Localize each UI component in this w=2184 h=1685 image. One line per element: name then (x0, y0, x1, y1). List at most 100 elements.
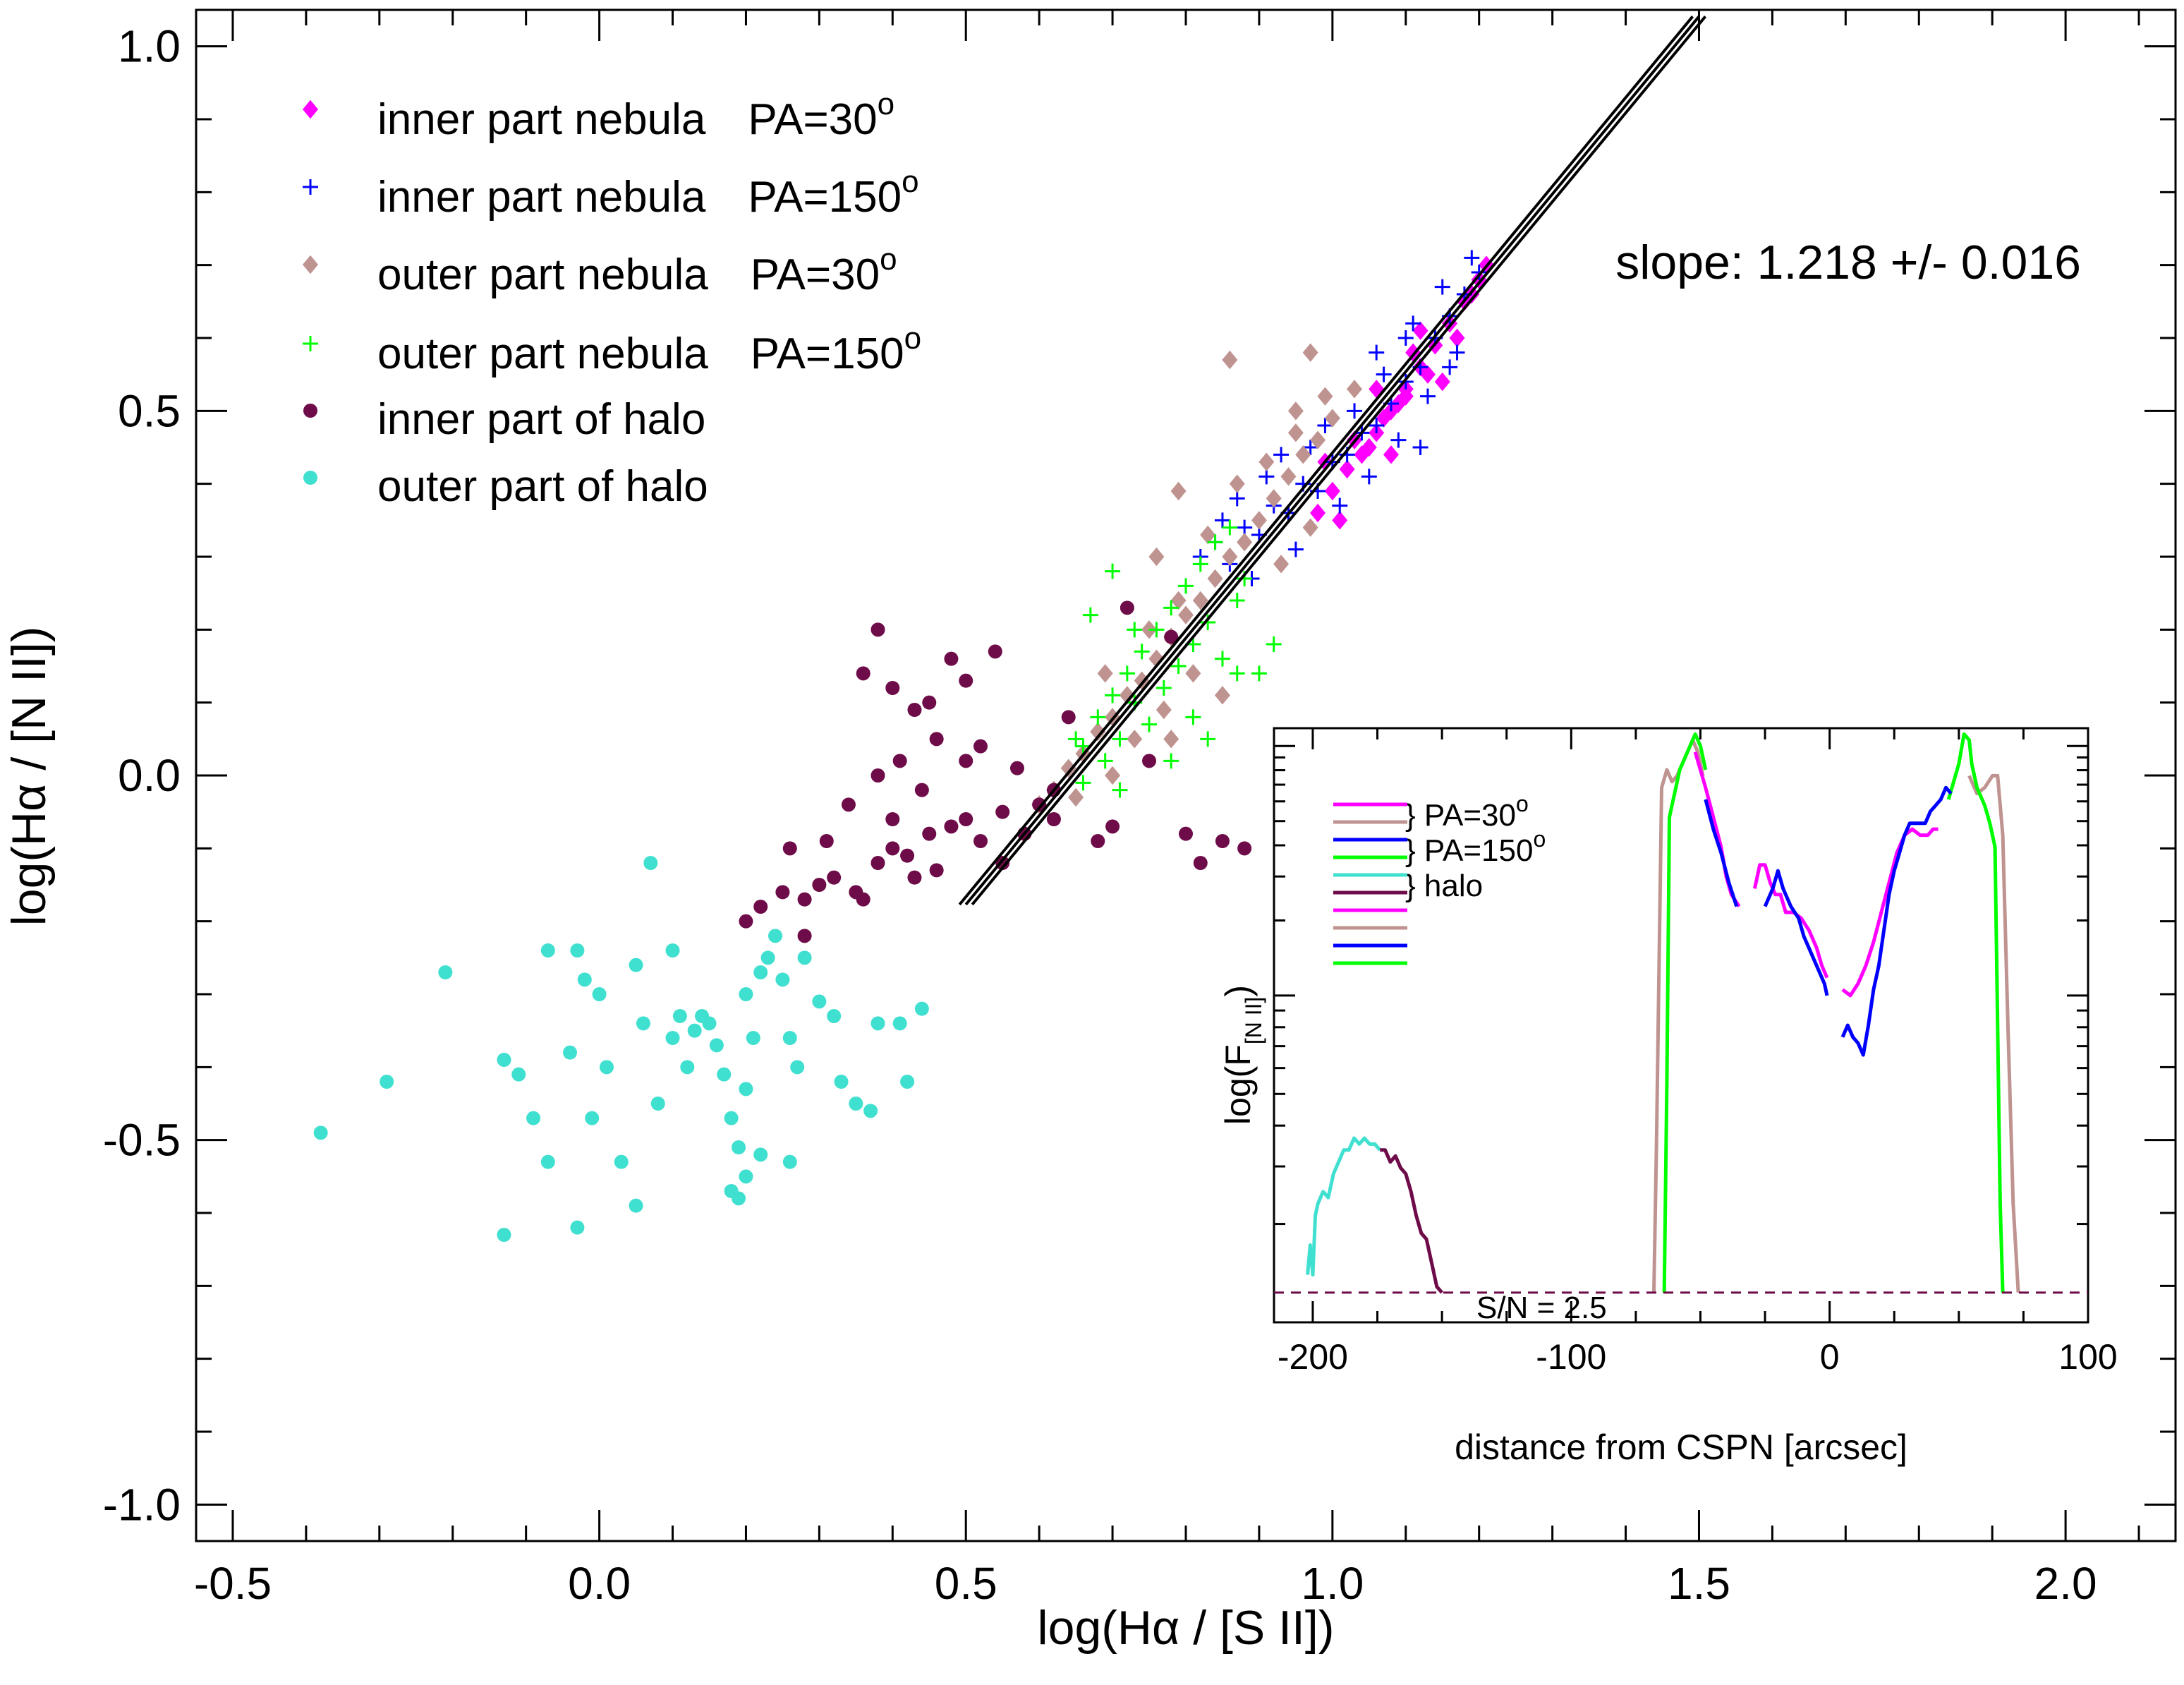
legend-name: inner part nebula (377, 95, 706, 144)
data-point (1134, 644, 1150, 660)
data-point (313, 1125, 328, 1140)
data-point (1214, 686, 1230, 705)
inset-profile-lines (1306, 732, 2020, 1294)
data-point (1317, 418, 1333, 433)
data-point (1237, 519, 1253, 536)
data-point (1163, 600, 1179, 616)
data-point (732, 1191, 746, 1206)
data-point (1185, 664, 1201, 683)
data-point (1200, 525, 1216, 545)
data-point (540, 943, 555, 958)
main-scatter-plot: -0.5 0.0 0.5 1.0 1.5 2.0 -1.0 -0.5 0.0 0… (2, 8, 2177, 1655)
legend-sup: o (878, 87, 894, 121)
data-point (1142, 754, 1157, 768)
data-point (680, 1060, 695, 1075)
data-point (1397, 330, 1414, 346)
data-point (827, 870, 842, 885)
data-point (1419, 388, 1436, 404)
fit-lines (958, 16, 1707, 906)
legend-label: inner part nebula PA=150o (377, 164, 919, 222)
data-point (797, 929, 812, 943)
legend-marker-symbol (303, 471, 317, 485)
data-point (1075, 775, 1091, 791)
data-point (973, 739, 988, 754)
data-point (1091, 834, 1105, 848)
data-point (834, 1075, 849, 1089)
data-point (1317, 387, 1333, 406)
legend-name: outer part nebula (377, 330, 708, 378)
data-point (1412, 440, 1428, 455)
data-point (812, 994, 827, 1009)
data-point (959, 673, 973, 688)
data-point (775, 885, 790, 900)
legend-pa: PA=150 (751, 330, 904, 378)
data-point (636, 1016, 650, 1031)
inset-x-axis-label: distance from CSPN [arcsec] (1455, 1427, 1907, 1467)
slope-annotation: slope: 1.218 +/- 0.016 (1615, 236, 2081, 289)
data-point (1068, 787, 1084, 807)
legend-marker-symbol (303, 179, 318, 195)
data-point (900, 848, 915, 863)
data-point (1222, 519, 1238, 536)
data-point (782, 1154, 797, 1169)
data-point (892, 1016, 907, 1031)
data-point (1302, 518, 1318, 537)
data-point (1222, 547, 1238, 567)
data-point (856, 892, 870, 907)
data-point (782, 1031, 797, 1045)
data-point (592, 987, 607, 1001)
data-point (1155, 700, 1172, 720)
legend-entry: inner part of halo (303, 395, 705, 444)
data-point (1251, 665, 1267, 682)
inset-legend-lines (1333, 802, 1407, 965)
data-point (585, 1111, 600, 1125)
y-tick-label: -0.5 (103, 1115, 181, 1166)
data-point (922, 826, 937, 841)
x-tick-label: 0.5 (935, 1558, 997, 1609)
data-point (1061, 710, 1076, 725)
data-point (1214, 651, 1230, 667)
inset-axis-ticks (1274, 728, 2089, 1324)
data-point (380, 1075, 394, 1089)
data-point (1419, 365, 1436, 384)
data-point (577, 972, 592, 987)
data-point (1105, 563, 1121, 579)
data-point (1347, 403, 1363, 419)
data-point (870, 856, 885, 870)
inset-x-tick-label: -100 (1536, 1337, 1606, 1377)
data-point (1376, 366, 1392, 382)
legend-entry: inner part nebula PA=150o (303, 164, 919, 222)
legend-marker-symbol (303, 336, 318, 351)
data-point (1068, 731, 1084, 747)
legend-marker (303, 179, 318, 195)
legend-entry: outer part nebula PA=30o (303, 242, 897, 299)
inset-ylabel-main: log(F (1218, 1044, 1258, 1125)
data-point (812, 878, 827, 892)
data-point (1280, 467, 1297, 486)
data-point (1405, 315, 1421, 332)
data-point (914, 1001, 929, 1016)
data-point (1449, 344, 1465, 361)
data-point (790, 1060, 805, 1075)
series-outer-part-nebula-150 (1068, 519, 1282, 798)
data-point (1222, 350, 1238, 370)
data-point (1324, 409, 1340, 428)
data-point (732, 1140, 746, 1154)
data-point (929, 863, 944, 878)
inset-y-axis-label: log(F[N II]) (1218, 985, 1266, 1125)
legend-pa: PA=150 (748, 173, 902, 222)
data-point (1134, 671, 1150, 690)
data-point (1090, 709, 1106, 725)
main-tick-labels: -0.5 0.0 0.5 1.0 1.5 2.0 -1.0 -0.5 0.0 0… (103, 21, 2097, 1609)
inset-legend-label: } halo (1405, 869, 1483, 903)
legend-marker (303, 471, 317, 485)
data-point (1405, 343, 1421, 362)
data-point (870, 622, 885, 637)
legend-label: inner part of halo (377, 395, 705, 444)
data-point (1119, 665, 1135, 682)
x-tick-label: 0.0 (568, 1558, 631, 1609)
data-point (1105, 687, 1121, 703)
data-point (929, 732, 944, 747)
data-point (907, 870, 922, 885)
data-point (782, 841, 797, 856)
